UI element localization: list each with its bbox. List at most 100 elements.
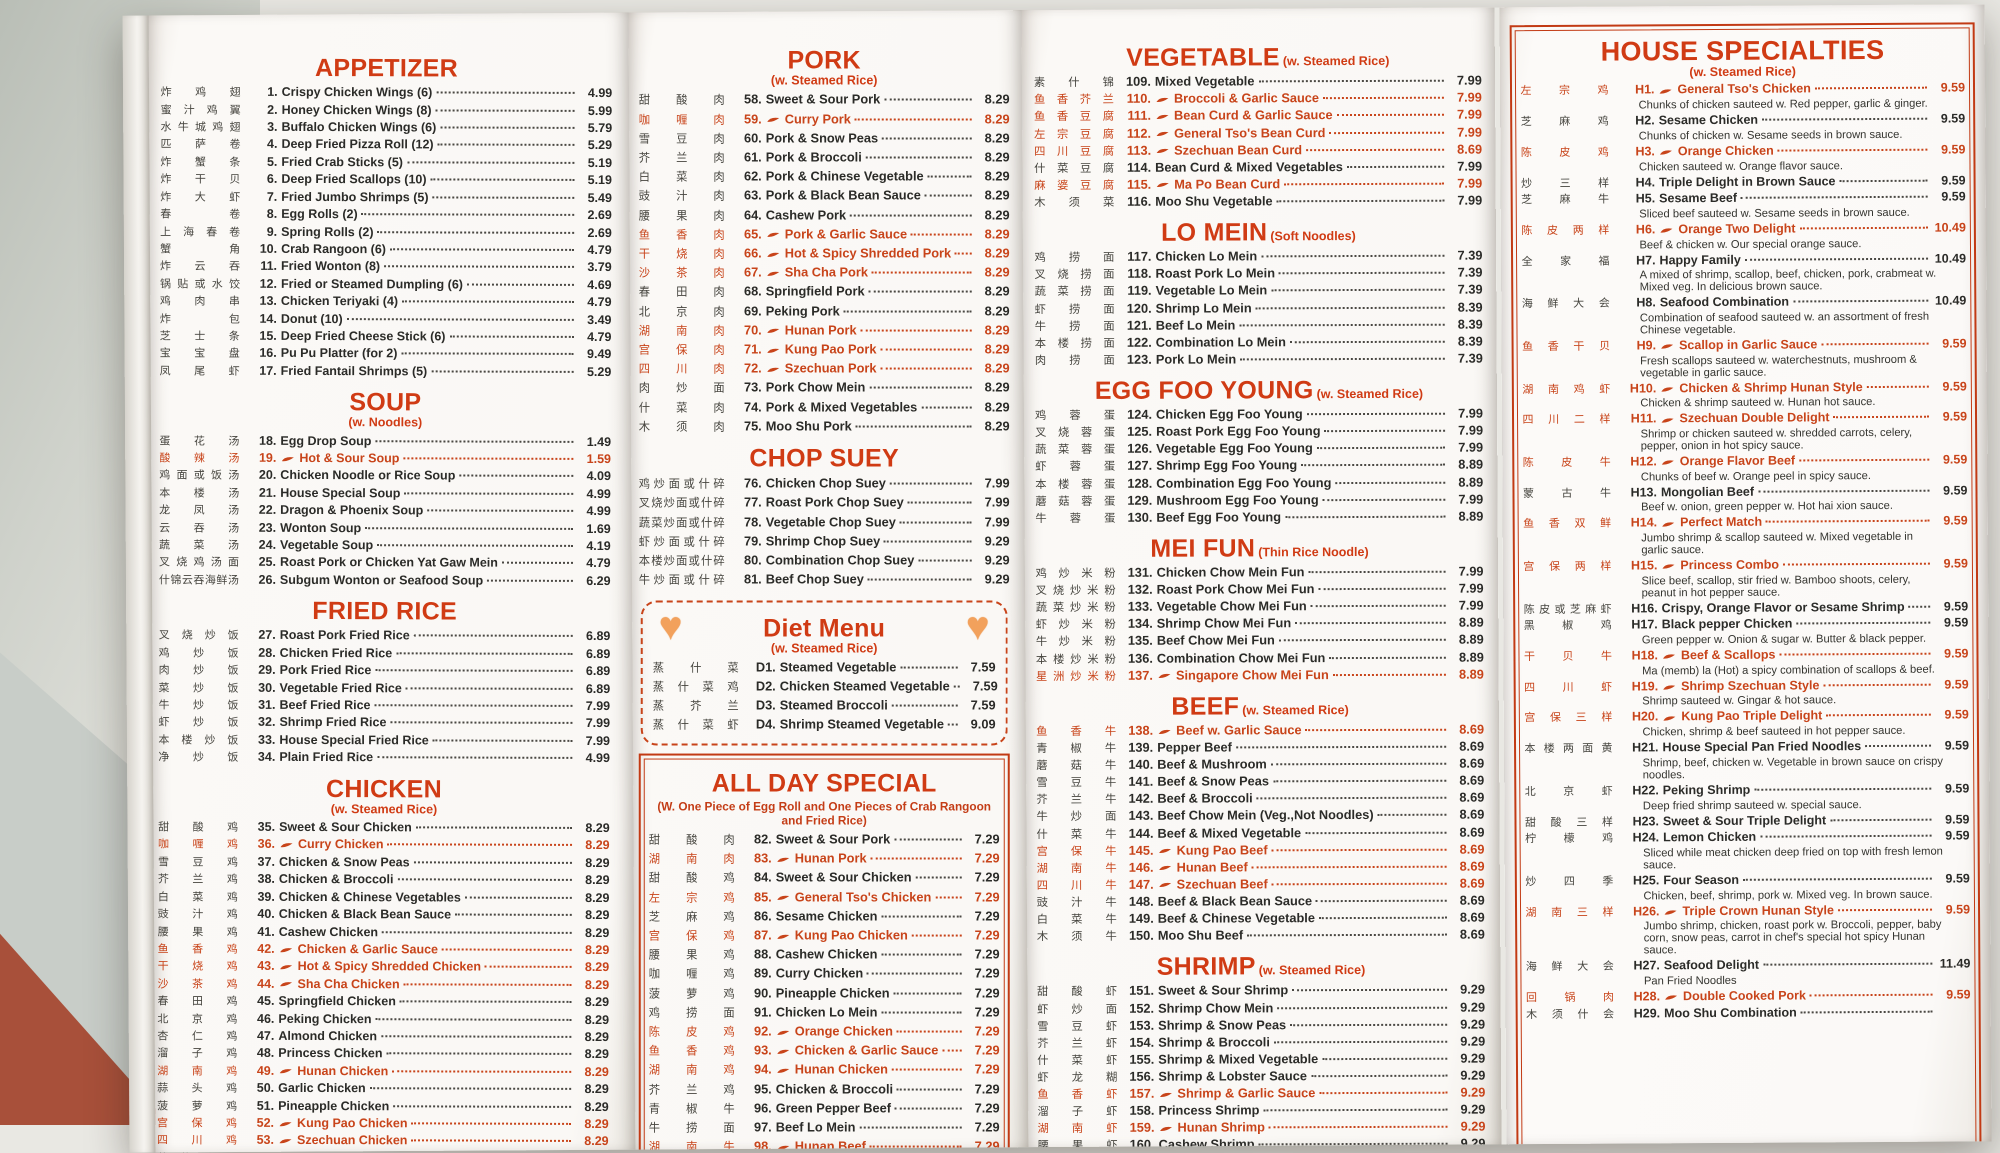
section-title: APPETIZER (315, 54, 458, 82)
item-number: 148. (1120, 894, 1153, 910)
chinese-label: 匹萨卷 (160, 137, 240, 154)
dotted-leader (1316, 900, 1447, 902)
dotted-leader (1271, 883, 1446, 886)
item-price: 7.99 (1449, 423, 1483, 439)
section-subtitle: (w. Steamed Rice) (1258, 963, 1365, 977)
item-name: Vegetable Chow Mei Fun (1156, 598, 1306, 615)
chinese-label: 湖南鸡 (648, 1063, 734, 1080)
item-price: 9.29 (1451, 1033, 1485, 1049)
item-number: 87. (738, 927, 771, 944)
chinese-label: 海鲜大会 (1522, 297, 1610, 313)
item-price: 7.29 (965, 888, 999, 905)
item-price: 7.29 (965, 1023, 999, 1040)
item-price: 8.29 (575, 1116, 609, 1133)
item-name: Triple Delight in Brown Sauce (1659, 174, 1836, 191)
item-number: 132. (1119, 582, 1152, 598)
item-price: 8.29 (575, 1081, 609, 1098)
dotted-leader (1909, 605, 1931, 607)
dotted-leader (895, 1107, 962, 1109)
item-name: Deep Fried Pizza Roll (12) (281, 136, 433, 153)
item-name: Shrimp Szechuan Style (1681, 678, 1819, 695)
dotted-leader (855, 118, 972, 120)
item-name: Pork Fried Rice (280, 662, 372, 679)
chili-pepper-icon (1157, 847, 1172, 855)
dotted-leader (1292, 989, 1447, 992)
item-description: Sliced while meat chicken deep fried on … (1643, 846, 1944, 872)
dotted-leader (1779, 653, 1930, 656)
item-price: 8.69 (1448, 141, 1482, 157)
chinese-label: 鸡蓉蛋 (1035, 408, 1115, 424)
dotted-leader (1273, 1040, 1446, 1043)
dotted-leader (865, 157, 971, 159)
item-number: H9. (1614, 338, 1656, 354)
dotted-leader (401, 353, 573, 356)
item-name: Roast Pork Fried Rice (280, 627, 410, 644)
chili-pepper-icon (775, 1143, 790, 1149)
item-price: 8.89 (1449, 632, 1483, 648)
chinese-label: 炸云吞 (160, 259, 240, 276)
item-name: Sweet & Sour Chicken (279, 819, 412, 836)
item-name: Szechuan Beef (1176, 876, 1267, 892)
item-name: Roast Pork Egg Foo Young (1156, 423, 1321, 440)
item-number: 18. (243, 432, 276, 449)
section-subtitle: (w. Steamed Rice) (1520, 65, 1965, 81)
dotted-leader (1346, 165, 1443, 167)
item-number: 79. (728, 532, 761, 549)
item-number: 21. (243, 485, 276, 502)
chinese-label: 牛捞面 (648, 1121, 734, 1138)
item-number: 1. (245, 84, 278, 101)
item-price: 8.29 (975, 91, 1009, 108)
item-name: Chicken Noodle or Rice Soup (280, 467, 455, 484)
item-number: 30. (243, 679, 276, 696)
chinese-label: 杏仁鸡 (157, 1028, 237, 1045)
item-name: Hunan Pork (784, 321, 856, 338)
item-name: Beef & Scallops (1681, 648, 1776, 664)
item-price: 9.29 (1451, 1085, 1485, 1101)
item-number: 81. (728, 571, 761, 588)
item-price: 5.99 (578, 103, 612, 120)
item-number: 42. (242, 941, 275, 958)
chinese-label: 什菜虾 (1037, 1053, 1117, 1069)
chinese-label: 白菜鸡 (158, 889, 238, 906)
item-price: 8.29 (975, 206, 1009, 223)
item-name: Roast Pork Lo Mein (1155, 266, 1275, 283)
dotted-leader (375, 669, 572, 672)
item-price: 7.39 (1448, 282, 1482, 298)
chinese-label: 柠檬鸡 (1525, 832, 1613, 848)
chinese-label: 湖南肉 (648, 852, 734, 869)
diet-heart-logo-icon: ♥ (965, 606, 989, 646)
item-name: Princess Chicken (278, 1045, 382, 1062)
item-name: Kung Pao Triple Delight (1681, 709, 1822, 726)
item-number: H1. (1612, 83, 1654, 99)
item-number: 153. (1121, 1017, 1154, 1033)
dotted-leader (1251, 865, 1446, 868)
chinese-label: 鱼香豆腐 (1033, 109, 1113, 125)
item-price: 5.49 (578, 190, 612, 207)
item-name: Shrimp & Snow Peas (1158, 1017, 1286, 1034)
item-name: Chicken Steamed Vegetable (779, 678, 949, 695)
chinese-label: 四川鸡 (157, 1133, 237, 1150)
item-price: 9.59 (1935, 812, 1969, 828)
dotted-leader (400, 1000, 571, 1003)
chinese-label: 全家福 (1521, 254, 1609, 270)
item-name: Crab Rangoon (6) (281, 241, 386, 258)
item-price: 8.29 (975, 302, 1009, 319)
chinese-label: 炸鸡翅 (161, 85, 241, 102)
